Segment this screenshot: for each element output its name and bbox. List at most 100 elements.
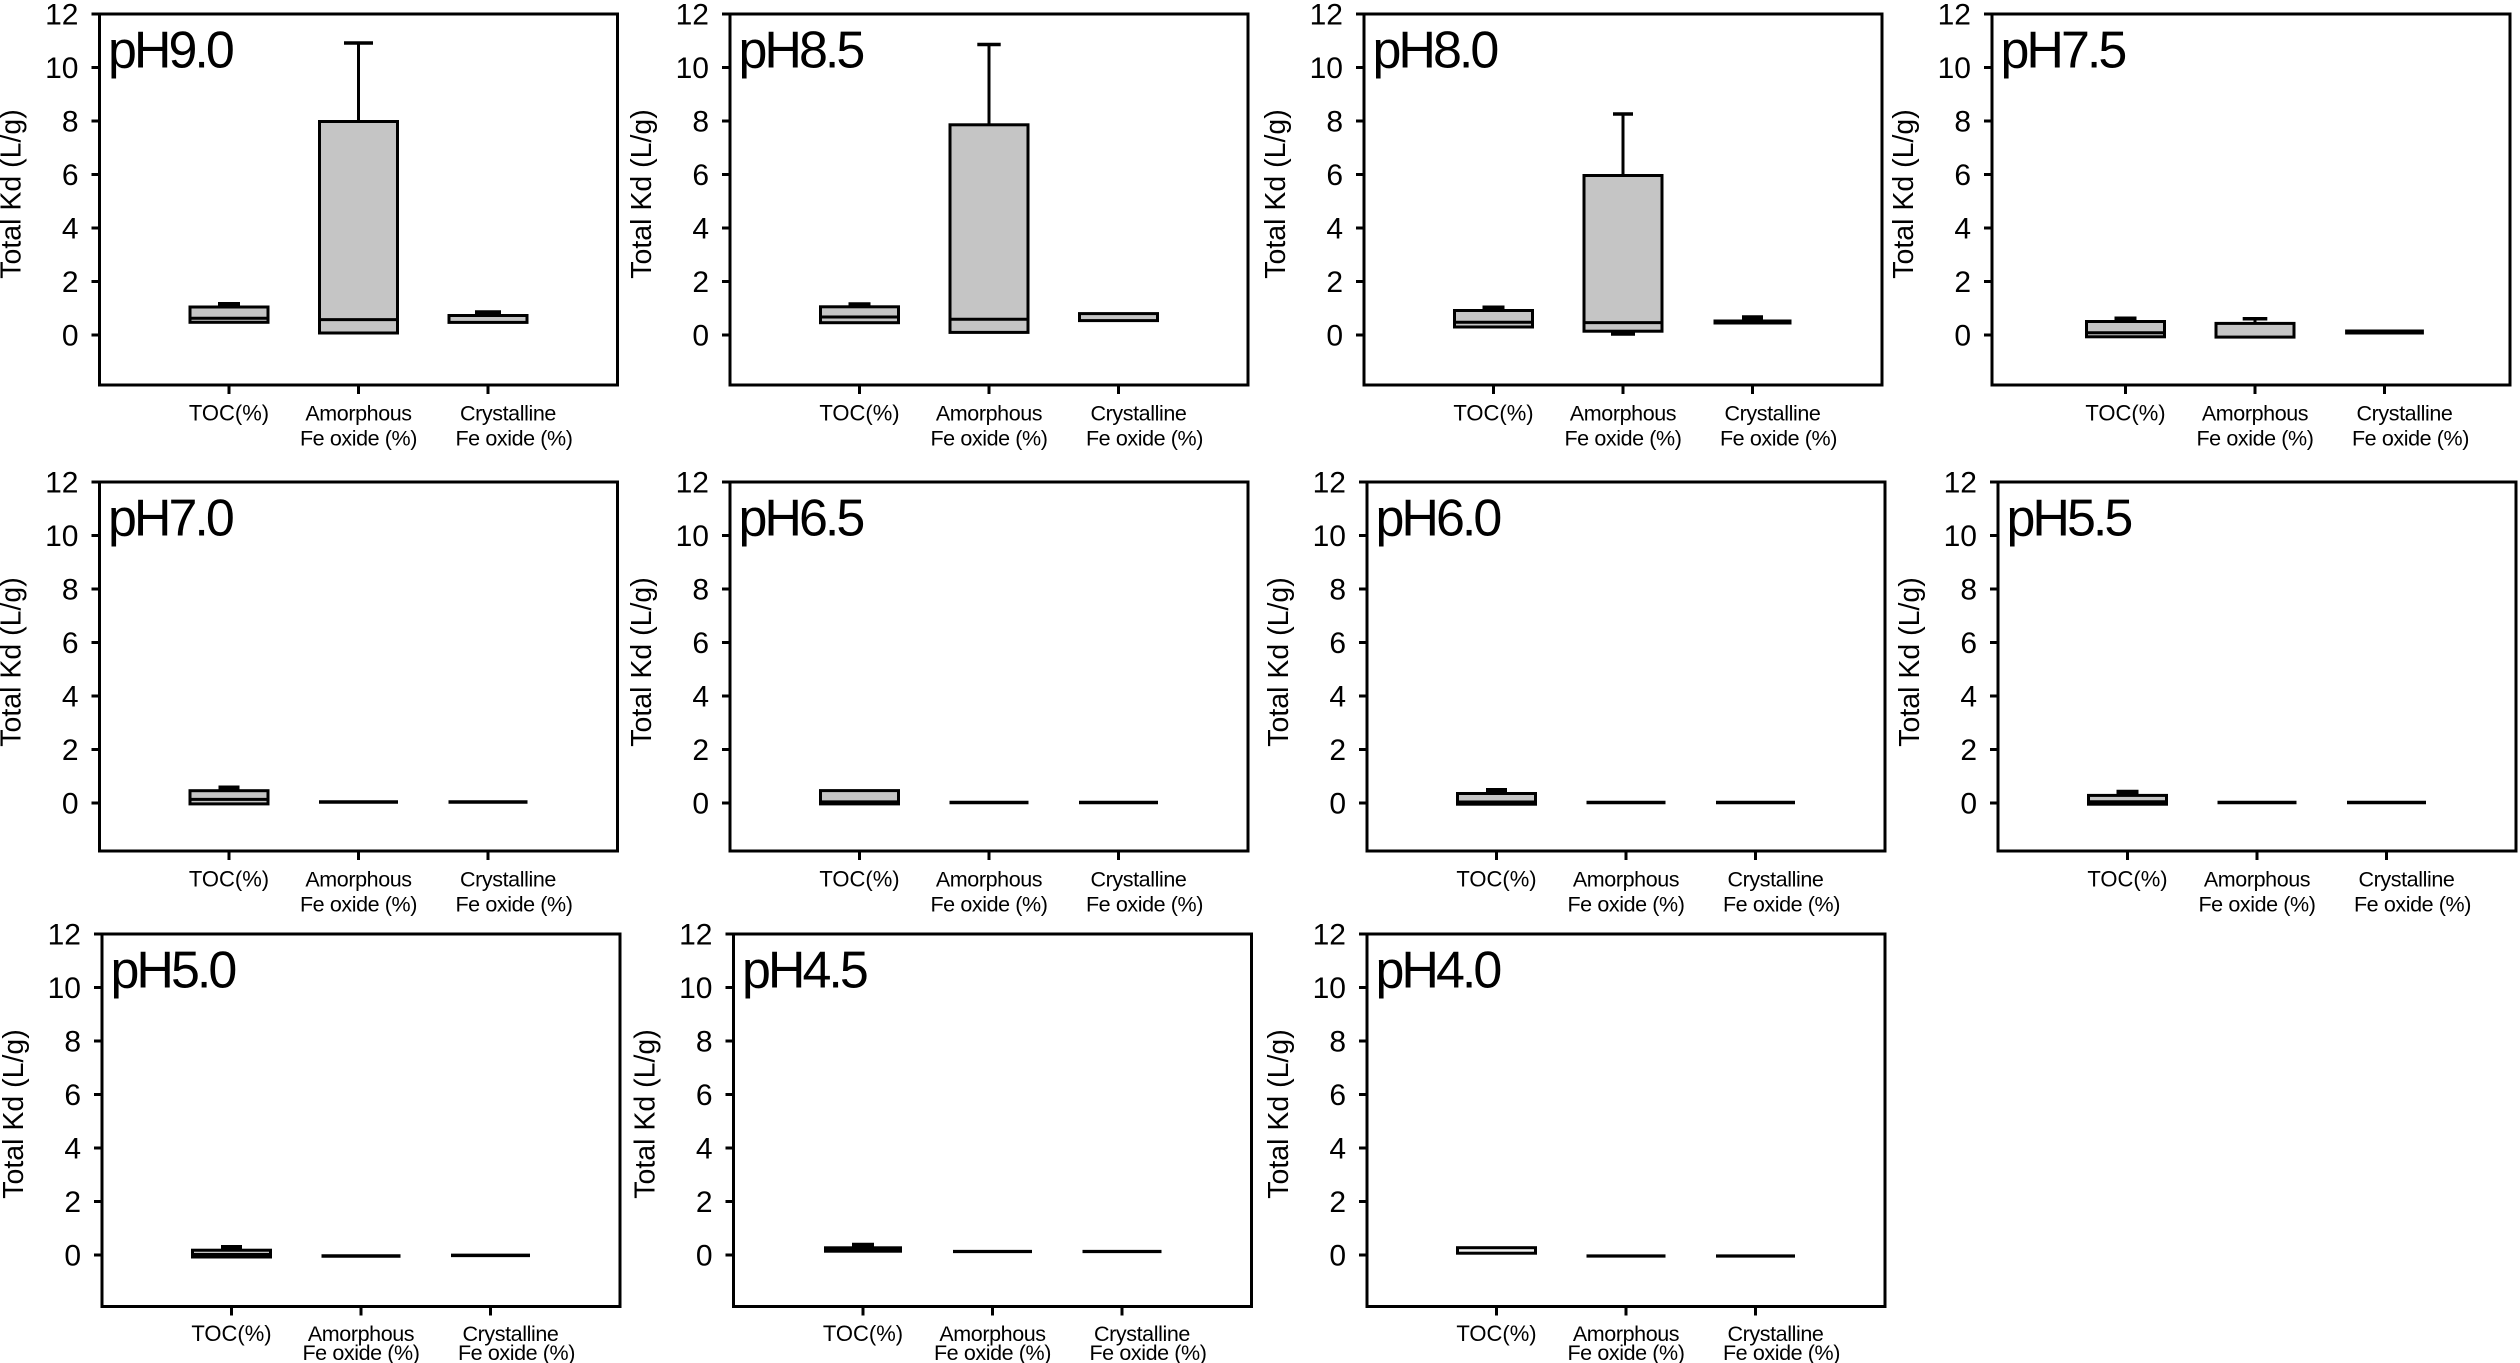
- svg-text:6: 6: [1329, 627, 1346, 660]
- svg-text:10: 10: [676, 520, 709, 553]
- svg-text:4: 4: [696, 1133, 713, 1166]
- svg-text:2: 2: [62, 734, 79, 767]
- svg-text:TOC(%): TOC(%): [191, 1321, 271, 1346]
- svg-text:12: 12: [1310, 0, 1343, 32]
- svg-text:8: 8: [696, 1026, 713, 1059]
- svg-text:2: 2: [1329, 734, 1346, 767]
- svg-text:Fe oxide (%): Fe oxide (%): [1723, 893, 1840, 917]
- svg-text:Crystalline: Crystalline: [1091, 402, 1187, 426]
- svg-text:2: 2: [692, 266, 709, 299]
- svg-text:Crystalline: Crystalline: [2359, 868, 2455, 892]
- svg-text:TOC(%): TOC(%): [189, 867, 269, 892]
- svg-text:TOC(%): TOC(%): [189, 401, 269, 426]
- svg-text:10: 10: [1310, 52, 1343, 85]
- svg-text:Crystalline: Crystalline: [460, 402, 556, 426]
- svg-text:0: 0: [696, 1240, 713, 1273]
- svg-text:8: 8: [1954, 106, 1971, 139]
- svg-text:pH5.5: pH5.5: [2007, 490, 2132, 548]
- svg-text:Crystalline: Crystalline: [460, 868, 556, 892]
- svg-text:12: 12: [676, 0, 709, 32]
- svg-text:8: 8: [692, 106, 709, 139]
- svg-text:0: 0: [62, 320, 79, 353]
- svg-text:12: 12: [1313, 467, 1346, 500]
- svg-text:12: 12: [1944, 467, 1977, 500]
- svg-text:12: 12: [1938, 0, 1971, 32]
- svg-text:6: 6: [64, 1079, 81, 1112]
- svg-text:0: 0: [692, 320, 709, 353]
- svg-text:pH8.0: pH8.0: [1373, 22, 1498, 80]
- svg-text:TOC(%): TOC(%): [819, 401, 899, 426]
- svg-text:Fe oxide (%): Fe oxide (%): [455, 427, 572, 451]
- svg-text:6: 6: [692, 159, 709, 192]
- svg-text:Fe oxide (%): Fe oxide (%): [2354, 893, 2471, 917]
- svg-text:2: 2: [62, 266, 79, 299]
- svg-text:Amorphous: Amorphous: [1573, 1322, 1679, 1346]
- svg-text:6: 6: [692, 627, 709, 660]
- svg-text:TOC(%): TOC(%): [1453, 401, 1533, 426]
- svg-text:Fe oxide (%): Fe oxide (%): [1720, 427, 1837, 451]
- svg-text:Fe oxide (%): Fe oxide (%): [1567, 893, 1684, 917]
- svg-text:10: 10: [1944, 520, 1977, 553]
- svg-text:4: 4: [62, 681, 79, 714]
- svg-text:0: 0: [1329, 1240, 1346, 1273]
- svg-text:pH8.5: pH8.5: [739, 22, 864, 80]
- svg-text:Fe oxide (%): Fe oxide (%): [458, 1341, 575, 1363]
- svg-text:12: 12: [45, 467, 78, 500]
- svg-text:Total Kd (L/g): Total Kd (L/g): [1888, 109, 1920, 279]
- svg-text:6: 6: [1329, 1079, 1346, 1112]
- svg-text:4: 4: [62, 213, 79, 246]
- svg-text:10: 10: [45, 52, 78, 85]
- svg-text:0: 0: [1326, 320, 1343, 353]
- svg-text:6: 6: [62, 627, 79, 660]
- svg-text:4: 4: [1326, 213, 1343, 246]
- svg-text:2: 2: [64, 1186, 81, 1219]
- svg-text:4: 4: [692, 681, 709, 714]
- svg-text:6: 6: [1326, 159, 1343, 192]
- svg-text:Total Kd (L/g): Total Kd (L/g): [0, 1029, 30, 1199]
- svg-text:12: 12: [45, 0, 78, 32]
- svg-text:4: 4: [1329, 681, 1346, 714]
- svg-text:Fe oxide (%): Fe oxide (%): [1723, 1341, 1840, 1363]
- svg-text:Fe oxide (%): Fe oxide (%): [1086, 893, 1203, 917]
- svg-text:Fe oxide (%): Fe oxide (%): [300, 893, 417, 917]
- svg-text:pH4.0: pH4.0: [1376, 942, 1501, 1000]
- svg-text:4: 4: [1960, 681, 1977, 714]
- svg-text:Fe oxide (%): Fe oxide (%): [300, 427, 417, 451]
- svg-text:2: 2: [692, 734, 709, 767]
- svg-text:Amorphous: Amorphous: [936, 402, 1042, 426]
- svg-text:TOC(%): TOC(%): [2087, 867, 2167, 892]
- svg-text:10: 10: [676, 52, 709, 85]
- svg-text:Fe oxide (%): Fe oxide (%): [2352, 427, 2469, 451]
- svg-text:TOC(%): TOC(%): [1456, 1321, 1536, 1346]
- svg-text:pH7.5: pH7.5: [2001, 22, 2126, 80]
- svg-text:Total Kd (L/g): Total Kd (L/g): [1263, 1029, 1295, 1199]
- svg-text:4: 4: [1329, 1133, 1346, 1166]
- svg-text:Amorphous: Amorphous: [2204, 868, 2310, 892]
- svg-text:TOC(%): TOC(%): [2085, 401, 2165, 426]
- svg-text:4: 4: [64, 1133, 81, 1166]
- svg-text:TOC(%): TOC(%): [1456, 867, 1536, 892]
- svg-text:Crystalline: Crystalline: [1091, 868, 1187, 892]
- svg-text:6: 6: [1960, 627, 1977, 660]
- svg-text:12: 12: [676, 467, 709, 500]
- svg-text:8: 8: [1326, 106, 1343, 139]
- svg-text:Crystalline: Crystalline: [2357, 402, 2453, 426]
- svg-text:Crystalline: Crystalline: [463, 1322, 559, 1346]
- svg-text:Amorphous: Amorphous: [305, 402, 411, 426]
- svg-text:Crystalline: Crystalline: [1728, 868, 1824, 892]
- svg-text:8: 8: [64, 1026, 81, 1059]
- svg-text:2: 2: [1954, 266, 1971, 299]
- svg-text:pH4.5: pH4.5: [742, 942, 867, 1000]
- svg-text:0: 0: [62, 788, 79, 821]
- svg-text:8: 8: [1960, 574, 1977, 607]
- svg-text:Total Kd (L/g): Total Kd (L/g): [0, 109, 28, 279]
- svg-text:4: 4: [1954, 213, 1971, 246]
- svg-text:0: 0: [1960, 788, 1977, 821]
- svg-text:Total Kd (L/g): Total Kd (L/g): [1263, 577, 1295, 747]
- svg-text:Amorphous: Amorphous: [1573, 868, 1679, 892]
- svg-text:Total Kd (L/g): Total Kd (L/g): [626, 109, 658, 279]
- svg-text:2: 2: [696, 1186, 713, 1219]
- svg-text:0: 0: [1329, 788, 1346, 821]
- svg-text:Crystalline: Crystalline: [1094, 1322, 1190, 1346]
- svg-text:Fe oxide (%): Fe oxide (%): [2196, 427, 2313, 451]
